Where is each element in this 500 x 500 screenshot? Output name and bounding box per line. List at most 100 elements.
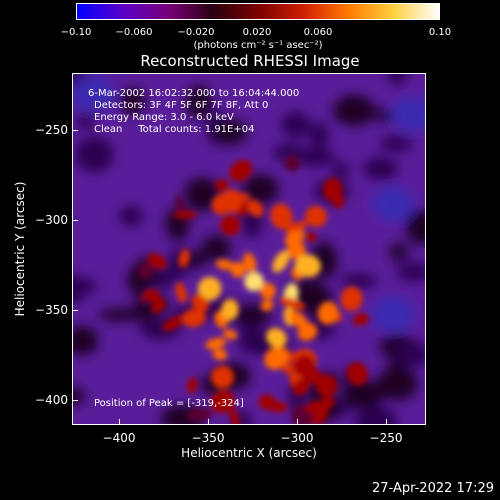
image-texture-void xyxy=(73,326,99,356)
image-texture-void xyxy=(333,94,375,126)
image-texture-cold xyxy=(371,186,415,222)
colorbar-tick-label: −0.060 xyxy=(115,27,153,38)
image-texture-hot xyxy=(287,241,306,260)
image-texture-hot xyxy=(187,377,198,394)
image-texture-hot xyxy=(264,346,289,370)
colorbar-tick-label: 0.10 xyxy=(428,27,452,38)
image-texture-void xyxy=(119,205,144,227)
image-texture-void xyxy=(238,324,265,354)
image-texture-hot xyxy=(211,365,235,389)
image-texture-hot xyxy=(267,401,288,413)
image-texture-hot xyxy=(282,362,294,374)
y-tick-mark xyxy=(72,310,78,311)
image-texture-hot xyxy=(222,329,238,340)
image-texture-void xyxy=(394,341,425,368)
image-texture-hot xyxy=(284,221,309,232)
image-texture-hot xyxy=(205,337,227,350)
image-texture-hot xyxy=(340,286,363,312)
colorbar-tick-label: 0.020 xyxy=(242,27,272,38)
image-texture-hot xyxy=(270,203,293,230)
image-texture-void xyxy=(76,114,96,129)
timestamp: 27-Apr-2022 17:29 xyxy=(372,481,494,496)
image-texture-hot xyxy=(229,159,253,182)
x-tick-mark xyxy=(208,419,209,425)
image-texture-hot xyxy=(304,232,317,242)
image-texture-hot xyxy=(260,299,274,312)
image-texture-hot xyxy=(210,390,236,414)
image-texture-hot xyxy=(175,282,187,303)
image-texture-hot xyxy=(293,354,315,377)
image-texture-hot xyxy=(305,205,327,227)
rhessi-intensity-map xyxy=(73,74,425,424)
image-texture-void xyxy=(121,87,145,116)
image-texture-hot xyxy=(178,249,190,268)
image-texture-void xyxy=(340,273,378,289)
image-texture-hot xyxy=(244,272,264,292)
y-tick-label: −300 xyxy=(35,213,68,227)
image-texture-hot xyxy=(243,252,257,273)
image-texture-void xyxy=(75,136,114,173)
image-texture-void xyxy=(242,174,279,205)
x-tick-label: −300 xyxy=(280,431,314,445)
image-texture-hot xyxy=(230,261,247,278)
image-texture-hot xyxy=(315,374,338,397)
y-tick-label: −250 xyxy=(35,123,68,137)
image-texture-hot xyxy=(172,210,198,219)
image-texture-hot xyxy=(211,193,232,215)
image-texture-hot xyxy=(266,328,287,348)
y-tick-mark xyxy=(72,130,78,131)
colorbar-tick-label: −0.10 xyxy=(60,27,92,38)
y-tick-label: −400 xyxy=(35,393,68,407)
image-texture-void xyxy=(186,85,212,119)
image-texture-hot xyxy=(215,259,235,270)
image-texture-void xyxy=(281,111,310,138)
image-texture-void xyxy=(387,74,407,86)
image-texture-hot xyxy=(294,254,321,278)
image-texture-hot xyxy=(317,301,339,325)
image-texture-void xyxy=(332,161,349,180)
image-texture-void xyxy=(309,121,329,149)
x-tick-label: −350 xyxy=(191,431,225,445)
image-texture-void xyxy=(341,380,384,409)
y-axis-label: Heliocentric Y (arcsec) xyxy=(13,181,27,317)
image-texture-hot xyxy=(212,348,228,361)
image-title: Reconstructed RHESSI Image xyxy=(140,52,360,70)
image-texture-hot xyxy=(220,215,241,236)
image-texture-void xyxy=(396,262,425,281)
image-texture-void xyxy=(212,119,248,145)
image-texture-void xyxy=(406,209,425,245)
colorbar-tick-label: 0.060 xyxy=(303,27,333,38)
colorbar xyxy=(76,3,440,20)
x-axis-label: Heliocentric X (arcsec) xyxy=(181,446,317,460)
image-texture-void xyxy=(389,243,409,261)
image-texture-hot xyxy=(302,411,314,423)
image-texture-hot xyxy=(288,311,308,329)
image-texture-hot xyxy=(185,408,213,421)
image-texture-hot xyxy=(284,155,301,172)
image-texture-hot xyxy=(182,308,206,328)
image-texture-hot xyxy=(175,195,185,212)
y-tick-mark xyxy=(72,220,78,221)
image-texture-void xyxy=(201,235,232,261)
image-texture-hot xyxy=(260,282,276,300)
image-texture-cold xyxy=(371,296,415,332)
x-tick-mark xyxy=(297,419,298,425)
peak-position: Position of Peak = [-319,-324] xyxy=(94,398,244,409)
image-texture-void xyxy=(362,157,399,180)
image-texture-hot xyxy=(231,193,251,202)
colorbar-tick-label: −0.020 xyxy=(177,27,215,38)
image-texture-void xyxy=(132,298,156,322)
image-texture-void xyxy=(184,177,219,212)
y-tick-mark xyxy=(72,400,78,401)
image-texture-void xyxy=(73,277,98,295)
image-texture-hot xyxy=(246,199,264,217)
image-texture-hot xyxy=(229,408,240,424)
image-texture-hot xyxy=(346,362,369,386)
x-tick-label: −250 xyxy=(369,431,403,445)
image-texture-hot xyxy=(292,378,310,396)
image-texture-hot xyxy=(279,297,306,310)
image-texture-hot xyxy=(161,315,186,331)
info-energy-range: Energy Range: 3.0 - 6.0 keV xyxy=(94,112,234,123)
image-texture-cold xyxy=(73,76,115,112)
x-tick-mark xyxy=(119,419,120,425)
